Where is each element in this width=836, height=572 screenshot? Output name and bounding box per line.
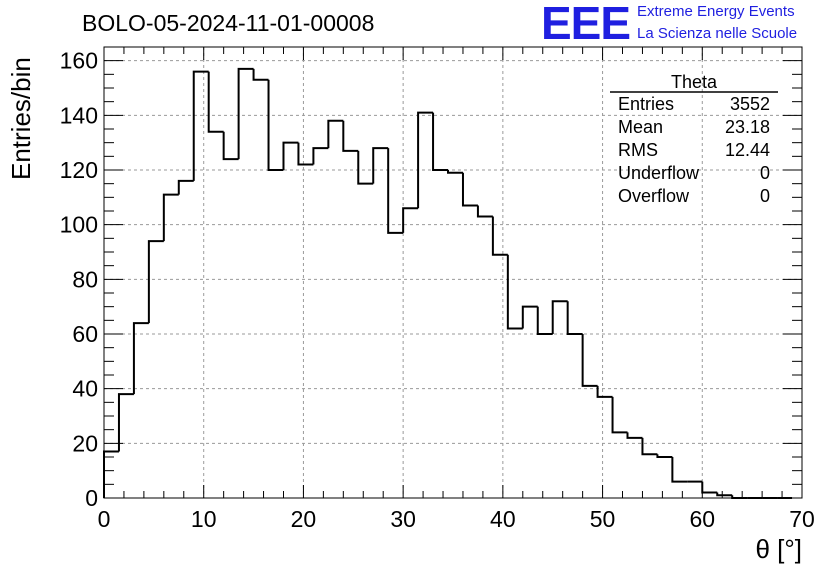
histogram-bin: [447, 170, 463, 174]
histogram-bin: [551, 300, 568, 334]
y-axis-label: Entries/bin: [6, 57, 36, 180]
histogram-bin: [417, 111, 434, 209]
axis-ticks: [103, 46, 803, 499]
histogram-bin: [491, 216, 508, 256]
x-axis-label: θ [°]: [755, 534, 802, 564]
histogram-bars: [103, 67, 793, 499]
histogram-bin: [147, 240, 164, 324]
y-tick-label: 100: [60, 212, 98, 238]
stats-row-label: Overflow: [618, 186, 690, 206]
histogram-bin: [701, 481, 718, 494]
stats-title: Theta: [671, 72, 718, 92]
histogram-bin: [656, 454, 673, 458]
stats-row-value: 12.44: [725, 140, 770, 160]
histogram-bin: [103, 450, 119, 498]
histogram-bin: [626, 432, 643, 439]
x-tick-label: 70: [789, 506, 815, 532]
y-tick-label: 80: [72, 266, 98, 292]
histogram-bin: [566, 301, 583, 335]
histogram-bin: [207, 71, 224, 133]
stats-row-label: Entries: [618, 94, 674, 114]
x-tick-label: 50: [590, 506, 616, 532]
y-tick-label: 120: [60, 157, 98, 183]
stats-row-value: 23.18: [725, 117, 770, 137]
histogram-bin: [581, 334, 598, 387]
stats-row-label: Mean: [618, 117, 663, 137]
x-tick-label: 20: [291, 506, 317, 532]
histogram-bin: [342, 120, 359, 152]
y-tick-label: 60: [72, 321, 98, 347]
histogram-bin: [596, 385, 613, 398]
stats-row-label: RMS: [618, 140, 658, 160]
x-tick-label: 30: [390, 506, 416, 532]
histogram-bin: [297, 142, 314, 166]
plot-title: BOLO-05-2024-11-01-00008: [82, 10, 375, 36]
x-tick-label: 40: [490, 506, 516, 532]
histogram-bin: [252, 68, 269, 81]
histogram-bin: [237, 67, 254, 160]
y-tick-label: 20: [72, 430, 98, 456]
histogram-bin: [177, 179, 194, 195]
histogram-bin: [282, 141, 299, 170]
tick-labels: 0 10 20 30 40 50 60 70 0 20 40 60 80 100 120 140 160: [60, 48, 815, 532]
histogram-bin: [222, 131, 239, 161]
histogram-bin: [327, 119, 344, 149]
stats-row-label: Underflow: [618, 163, 700, 183]
histogram-bin: [162, 193, 179, 242]
histogram-bin: [132, 322, 149, 395]
histogram-bin: [312, 147, 329, 165]
y-tick-label: 40: [72, 376, 98, 402]
y-tick-label: 140: [60, 102, 98, 128]
stats-row-value: 0: [760, 163, 770, 183]
histogram-bin: [117, 393, 134, 452]
plot-frame: [103, 46, 803, 499]
histogram-bin: [372, 147, 389, 184]
histogram-bin: [267, 79, 284, 171]
histogram-bin: [536, 306, 553, 335]
histogram-bin: [192, 70, 209, 181]
grid-lines: [104, 47, 802, 498]
histogram-bin: [357, 150, 374, 185]
histogram-bin: [716, 492, 733, 497]
stats-row-value: 3552: [730, 94, 770, 114]
histogram-bin: [476, 205, 493, 218]
x-tick-label: 10: [191, 506, 217, 532]
histogram-bin: [671, 457, 688, 483]
histogram-bin: [387, 148, 404, 234]
y-tick-label: 0: [85, 485, 98, 511]
brand-line-1: Extreme Energy Events: [637, 3, 795, 20]
histogram-bin: [461, 172, 478, 207]
histogram-bin: [432, 112, 449, 171]
histogram-bin: [611, 396, 628, 434]
x-tick-label: 60: [689, 506, 715, 532]
eee-logo: EEE: [541, 0, 631, 49]
brand-line-2: La Scienza nelle Scuole: [637, 25, 798, 42]
histogram-bin: [402, 207, 419, 233]
histogram-bin: [641, 437, 658, 456]
histogram-bin: [521, 305, 538, 329]
histogram-bin: [506, 254, 523, 330]
stats-row-value: 0: [760, 186, 770, 206]
x-tick-label: 0: [98, 506, 111, 532]
y-tick-label: 160: [60, 48, 98, 74]
